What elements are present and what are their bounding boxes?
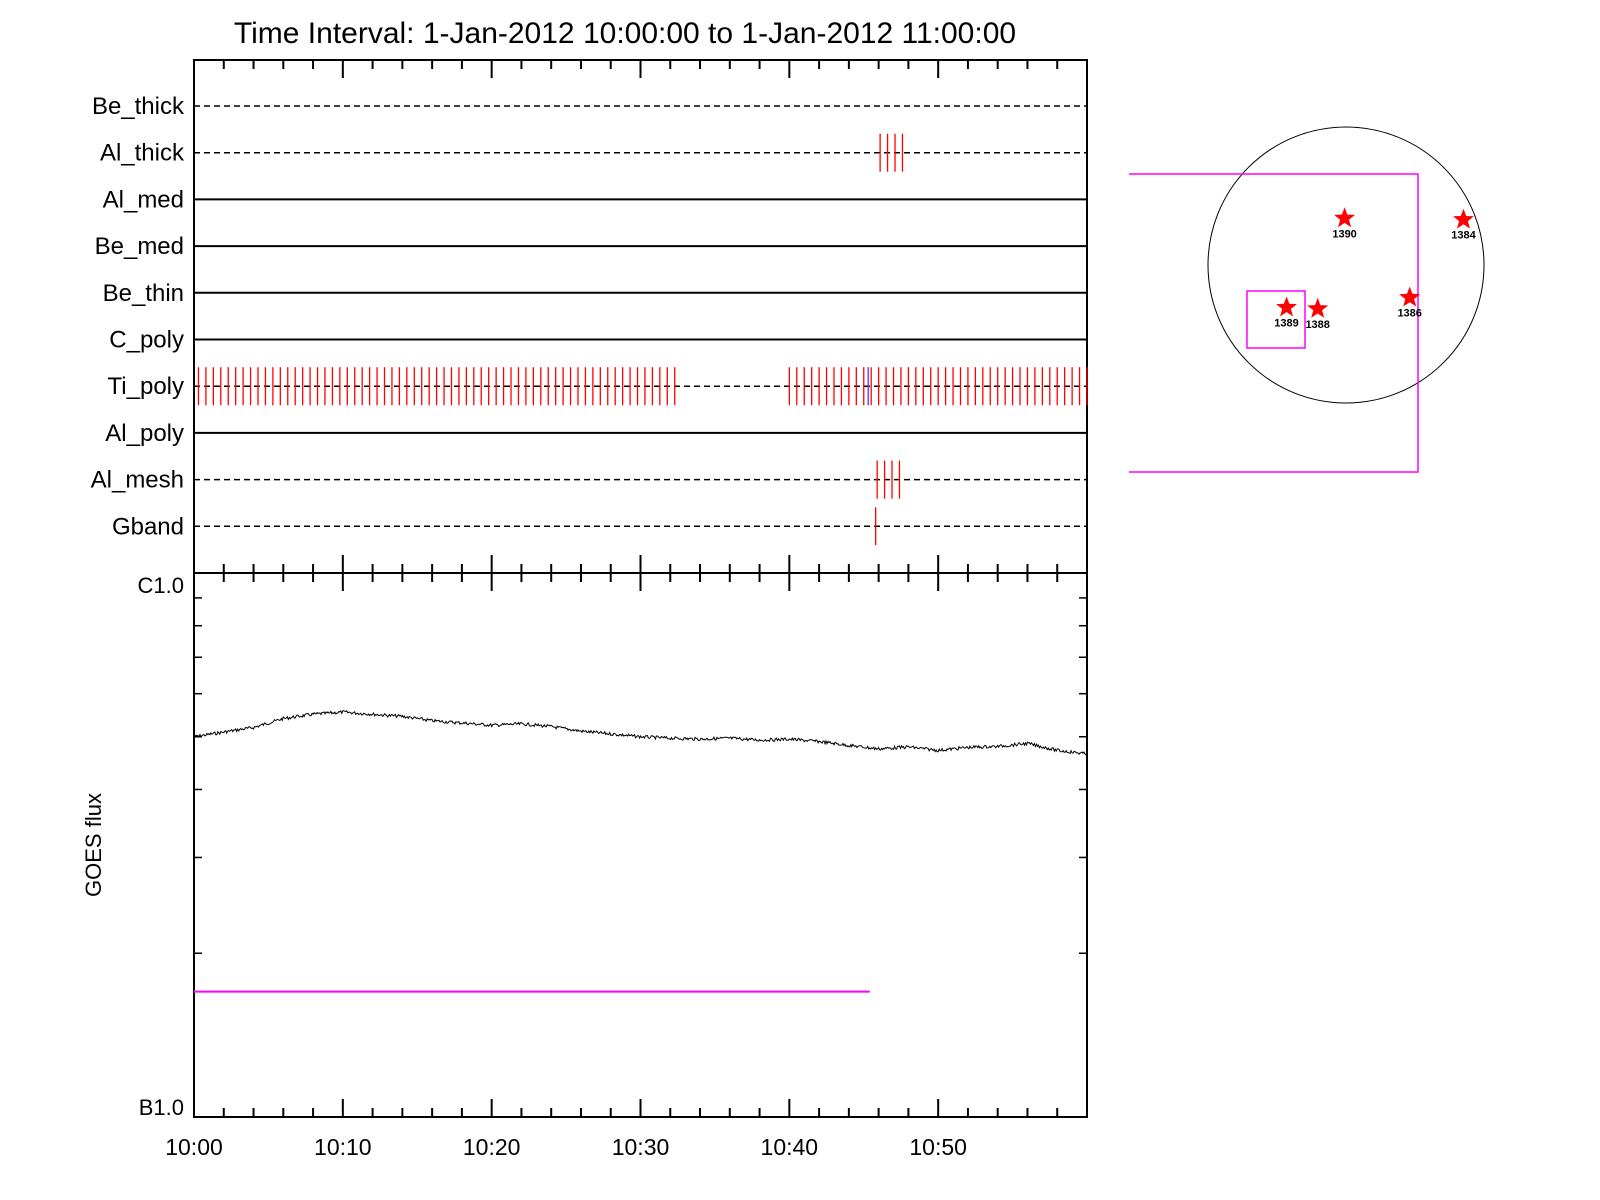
y-top-label: C1.0 (138, 573, 184, 598)
row-label-be_thick: Be_thick (92, 93, 185, 120)
magenta-fov-box (1129, 173, 1419, 473)
active-region-star (1307, 297, 1329, 318)
magenta-zoom-box (1246, 290, 1306, 349)
row-label-al_mesh: Al_mesh (91, 467, 184, 494)
x-tick-label: 10:10 (314, 1134, 372, 1160)
goes-flux-curve (193, 709, 1088, 756)
row-label-be_med: Be_med (95, 233, 184, 260)
bottom-panel-frame (193, 572, 1088, 1118)
x-tick-label: 10:50 (909, 1134, 967, 1160)
active-region-label: 1388 (1305, 319, 1329, 331)
active-region-label: 1386 (1397, 308, 1421, 320)
row-label-al_thick: Al_thick (100, 140, 185, 167)
active-region-star (1276, 296, 1297, 317)
active-region-label: 1389 (1274, 317, 1298, 329)
x-tick-label: 10:00 (165, 1134, 223, 1160)
active-region-star (1453, 208, 1474, 229)
x-tick-label: 10:40 (761, 1134, 819, 1160)
active-region-star (1334, 207, 1355, 228)
x-tick-label: 10:30 (612, 1134, 670, 1160)
row-label-ti_poly: Ti_poly (108, 373, 184, 400)
x-tick-label: 10:20 (463, 1134, 521, 1160)
row-label-be_thin: Be_thin (103, 280, 184, 307)
active-region-label: 1384 (1451, 230, 1476, 242)
active-region-star (1399, 286, 1421, 307)
top-panel-frame (193, 59, 1088, 574)
y-bottom-label: B1.0 (139, 1095, 184, 1120)
solar-disk-outline (1207, 126, 1485, 404)
row-label-al_med: Al_med (103, 186, 184, 213)
active-region-label: 1390 (1332, 228, 1356, 240)
attenuator-panel: Be_thick Al_thick Al_med Be_med Be_thin C_pol… (91, 59, 1088, 591)
row-label-al_poly: Al_poly (105, 420, 184, 447)
row-label-gband: Gband (112, 513, 184, 540)
y-axis-label: GOES flux (81, 793, 106, 897)
solar-disk-panel: 1390 1384 1389 1388 1386 (1129, 126, 1485, 473)
chart-title: Time Interval: 1-Jan-2012 10:00:00 to 1-… (234, 17, 1016, 50)
goes-flux-panel: 10:00 10:10 10:20 10:30 10:40 10:50 C1.0 B1.0 GO… (81, 572, 1088, 1160)
row-label-c_poly: C_poly (109, 327, 184, 354)
